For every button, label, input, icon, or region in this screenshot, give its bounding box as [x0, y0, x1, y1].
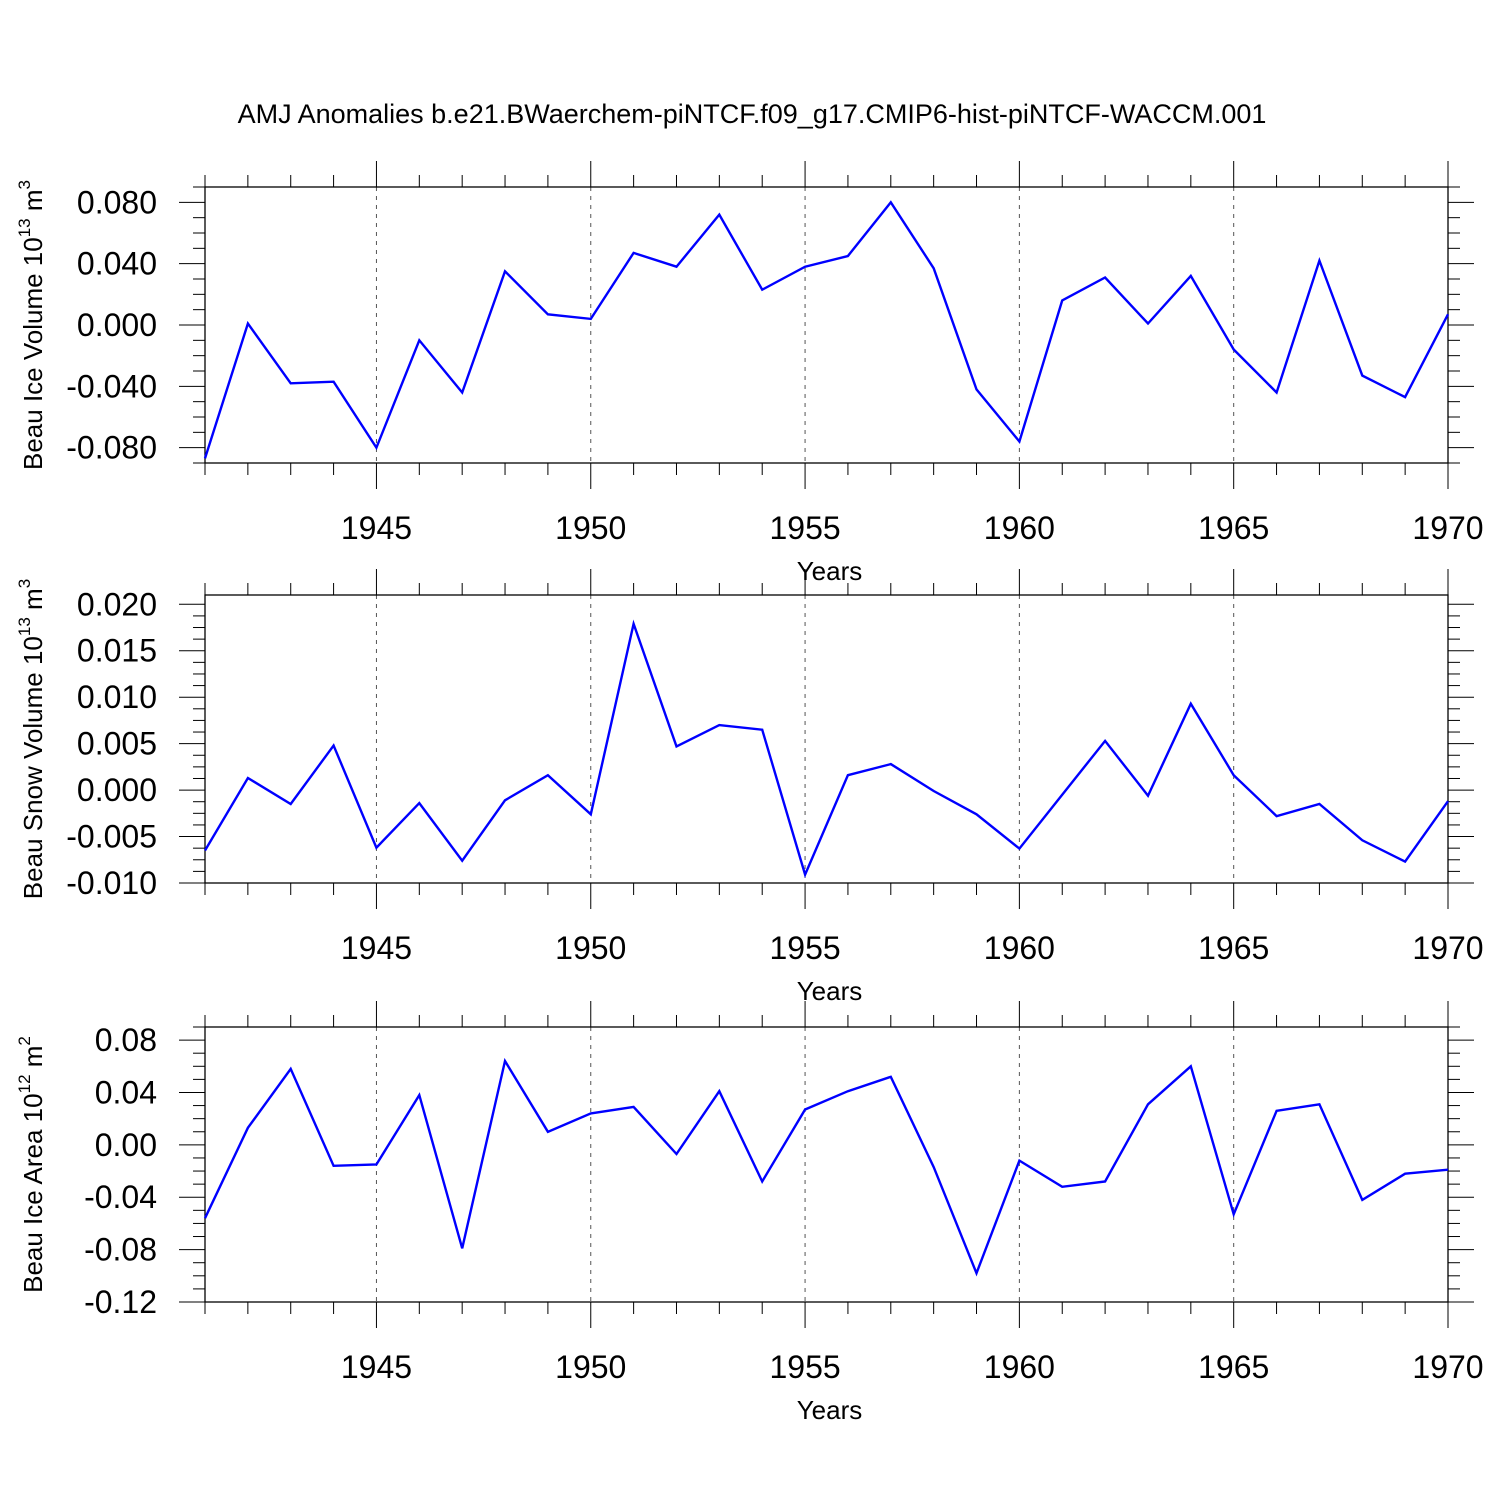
- x-axis-title: Years: [797, 976, 863, 1006]
- y-tick-label: -0.005: [66, 819, 157, 855]
- y-tick-label: 0.015: [77, 633, 157, 669]
- series-line: [203, 619, 1449, 879]
- y-tick-label: -0.12: [84, 1284, 157, 1320]
- y-tick-label: -0.010: [66, 865, 157, 901]
- y-axis-title: Beau Ice Volume 1013 m3: [15, 180, 48, 470]
- panels: -0.080 -0.040 0.000 0.040 0.080 1945 1950 1955 1…: [15, 161, 1484, 1425]
- y-tick-label: 0.04: [95, 1074, 157, 1110]
- x-tick-label: 1960: [984, 510, 1055, 546]
- chart-panel-2: -0.010 -0.005 0.000 0.005 0.010 0.015 0.020 194…: [15, 569, 1484, 1006]
- y-axis-title: Beau Snow Volume 1013 m3: [15, 579, 48, 899]
- x-axis-title: Years: [797, 556, 863, 586]
- x-tick-label: 1950: [555, 510, 626, 546]
- x-tick-label: 1965: [1198, 1349, 1269, 1385]
- y-tick-label: 0.000: [77, 307, 157, 343]
- series-line: [203, 200, 1450, 459]
- y-tick-label: -0.08: [84, 1232, 157, 1268]
- plot-frame: [204, 186, 1449, 464]
- x-tick-label: 1960: [984, 930, 1055, 966]
- x-tick-label: 1965: [1198, 930, 1269, 966]
- figure-title: AMJ Anomalies b.e21.BWaerchem-piNTCF.f09…: [238, 99, 1267, 129]
- x-tick-label: 1945: [341, 510, 412, 546]
- x-tick-label: 1955: [769, 1349, 840, 1385]
- x-tick-label: 1945: [341, 1349, 412, 1385]
- x-tick-label: 1960: [984, 1349, 1055, 1385]
- y-tick-label: -0.080: [66, 430, 157, 466]
- y-tick-label: 0.005: [77, 726, 157, 762]
- x-tick-label: 1965: [1198, 510, 1269, 546]
- plot-frame: [204, 1026, 1449, 1303]
- chart-panel-1: -0.080 -0.040 0.000 0.040 0.080 1945 1950 1955 1…: [15, 161, 1484, 586]
- x-tick-label: 1955: [769, 930, 840, 966]
- x-tick-label: 1945: [341, 930, 412, 966]
- series-line: [203, 1057, 1449, 1277]
- plot-frame: [204, 594, 1449, 884]
- y-tick-label: 0.00: [95, 1127, 157, 1163]
- x-tick-label: 1950: [555, 1349, 626, 1385]
- y-tick-label: 0.010: [77, 679, 157, 715]
- y-tick-label: 0.080: [77, 184, 157, 220]
- y-axis-title: Beau Ice Area 1012 m2: [15, 1036, 48, 1293]
- y-tick-label: -0.040: [66, 368, 157, 404]
- x-tick-label: 1970: [1412, 510, 1483, 546]
- x-tick-label: 1970: [1412, 930, 1483, 966]
- x-tick-label: 1950: [555, 930, 626, 966]
- x-tick-label: 1970: [1412, 1349, 1483, 1385]
- y-tick-label: 0.020: [77, 586, 157, 622]
- x-axis-title: Years: [797, 1395, 863, 1425]
- y-tick-label: 0.040: [77, 246, 157, 282]
- y-tick-label: -0.04: [84, 1179, 157, 1215]
- y-tick-label: 0.08: [95, 1022, 157, 1058]
- x-tick-label: 1955: [769, 510, 840, 546]
- y-tick-label: 0.000: [77, 772, 157, 808]
- chart-panel-3: -0.12 -0.08 -0.04 0.00 0.04 0.08 1945 1950 1955 1…: [15, 1001, 1484, 1425]
